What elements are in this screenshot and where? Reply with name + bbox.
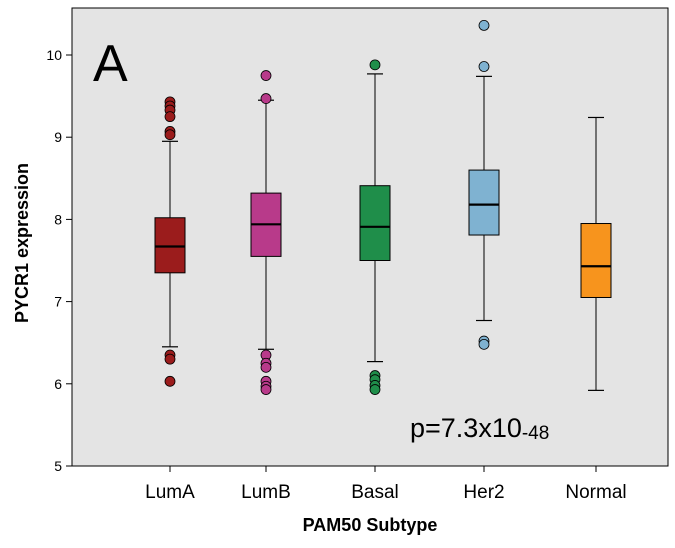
panel-letter: A xyxy=(93,35,128,93)
y-axis: 5 6 7 8 9 10 xyxy=(46,47,72,474)
outlier-point xyxy=(478,61,490,72)
outlier-point xyxy=(164,111,176,123)
box-group-luma xyxy=(154,96,186,387)
box-iqr xyxy=(359,185,391,261)
outlier-point xyxy=(260,70,272,81)
outlier-point xyxy=(478,338,490,350)
y-tick-label: 8 xyxy=(54,211,62,227)
x-axis-title: PAM50 Subtype xyxy=(303,515,438,535)
p-value-annotation: p=7.3x10-48 xyxy=(410,413,549,444)
box-group-basal xyxy=(359,59,391,395)
outlier-point xyxy=(478,20,490,31)
outlier-point xyxy=(164,353,176,365)
outlier-point xyxy=(260,93,272,104)
outlier-point xyxy=(369,384,381,395)
y-axis-title: PYCR1 expression xyxy=(12,163,32,323)
outlier-point xyxy=(164,129,176,141)
box-iqr xyxy=(154,217,186,274)
x-tick-label-basal: Basal xyxy=(351,482,399,503)
x-axis-labels: LumA LumB Basal Her2 Normal xyxy=(145,466,627,503)
box-group-normal xyxy=(580,116,612,391)
box-iqr xyxy=(468,169,500,236)
outlier-point xyxy=(369,59,381,71)
p-value-exponent: -48 xyxy=(522,423,549,444)
outlier-point xyxy=(164,375,176,387)
x-tick-label-lumb: LumB xyxy=(241,482,291,503)
y-tick-label: 9 xyxy=(54,129,62,145)
outlier-point xyxy=(260,361,272,373)
box-group-lumb xyxy=(250,70,282,395)
y-tick-label: 7 xyxy=(54,294,62,310)
p-value-base: p=7.3x10 xyxy=(410,413,522,443)
y-tick-label: 10 xyxy=(46,47,62,63)
x-tick-label-normal: Normal xyxy=(565,482,626,503)
x-tick-label-her2: Her2 xyxy=(463,482,504,503)
x-tick-label-luma: LumA xyxy=(145,482,195,503)
box-group-her2 xyxy=(468,20,500,350)
box-iqr xyxy=(580,223,612,298)
outlier-point xyxy=(260,384,272,395)
y-tick-label: 5 xyxy=(54,458,62,474)
boxes-layer xyxy=(154,20,612,395)
y-tick-label: 6 xyxy=(54,376,62,392)
